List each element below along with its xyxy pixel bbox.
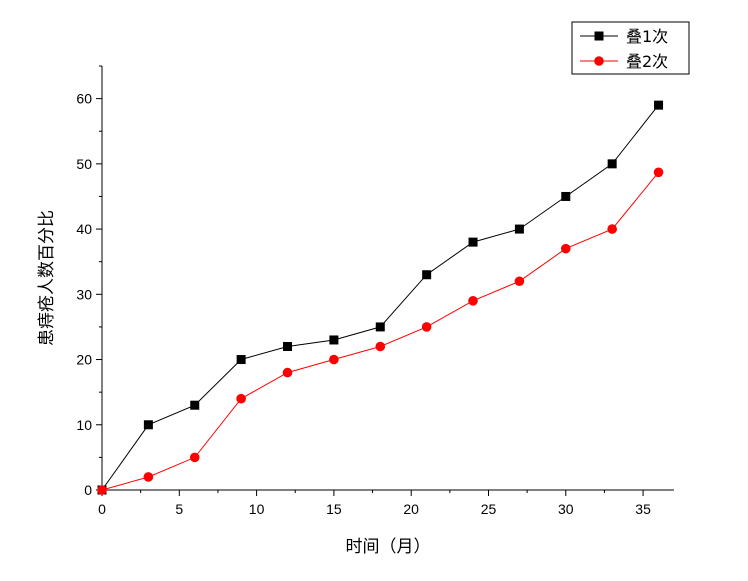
y-tick-label: 10: [76, 417, 92, 433]
series-1: [97, 100, 664, 495]
series-2-point: [143, 472, 154, 482]
y-tick-label: 20: [76, 352, 92, 368]
series-2: [97, 167, 664, 495]
series-1-point: [607, 159, 617, 169]
series-1-point: [190, 400, 200, 410]
series-1-point: [283, 341, 293, 351]
series-2-point: [468, 296, 478, 306]
series-1-point: [654, 100, 664, 110]
series-1-point: [375, 322, 385, 332]
series-1-point: [561, 191, 571, 201]
legend-entry-label: 叠2次: [626, 52, 668, 71]
y-tick-label: 40: [76, 221, 92, 237]
x-axis-label: 时间（月）: [346, 537, 431, 557]
series-2-point: [607, 224, 617, 234]
series-2-point: [282, 367, 293, 378]
series-1-point: [236, 355, 246, 365]
axes: 0 5 10 15 20 25 30 35 0 10 20 30 40 50 60: [76, 65, 674, 517]
series-2-point: [189, 452, 200, 463]
series-1-point: [143, 420, 153, 430]
series-1-point: [514, 224, 524, 234]
x-tick-label: 5: [175, 501, 183, 517]
legend-marker: [594, 56, 604, 66]
series-2-point: [514, 276, 525, 287]
x-tick-label: 20: [403, 501, 419, 517]
series-2-point: [653, 167, 664, 178]
series-2-point: [375, 341, 386, 352]
series-1-point: [329, 335, 339, 345]
series-2-point: [236, 393, 246, 404]
x-tick-label: 10: [249, 501, 265, 517]
series-layer: [97, 100, 664, 495]
series-2-point: [97, 485, 107, 495]
x-tick-label: 0: [98, 501, 106, 517]
legend-marker: [594, 31, 604, 41]
x-tick-label: 25: [481, 501, 497, 517]
x-tick-label: 35: [635, 501, 651, 517]
x-tick-label: 30: [558, 501, 574, 517]
series-1-line: [101, 104, 659, 491]
legend-box: [571, 21, 690, 75]
y-axis-label: 患痔疮人数百分比: [37, 210, 57, 346]
y-tick-label: 0: [84, 482, 92, 498]
series-2-point: [560, 243, 571, 254]
y-tick-label: 50: [76, 156, 92, 172]
y-tick-label: 30: [76, 286, 92, 302]
series-1-point: [422, 270, 432, 280]
y-tick-label: 60: [76, 91, 92, 107]
x-tick-label: 15: [326, 501, 342, 517]
series-2-point: [421, 322, 432, 332]
legend-entry-label: 叠1次: [626, 27, 668, 46]
series-1-point: [468, 237, 478, 247]
series-2-point: [329, 354, 339, 365]
